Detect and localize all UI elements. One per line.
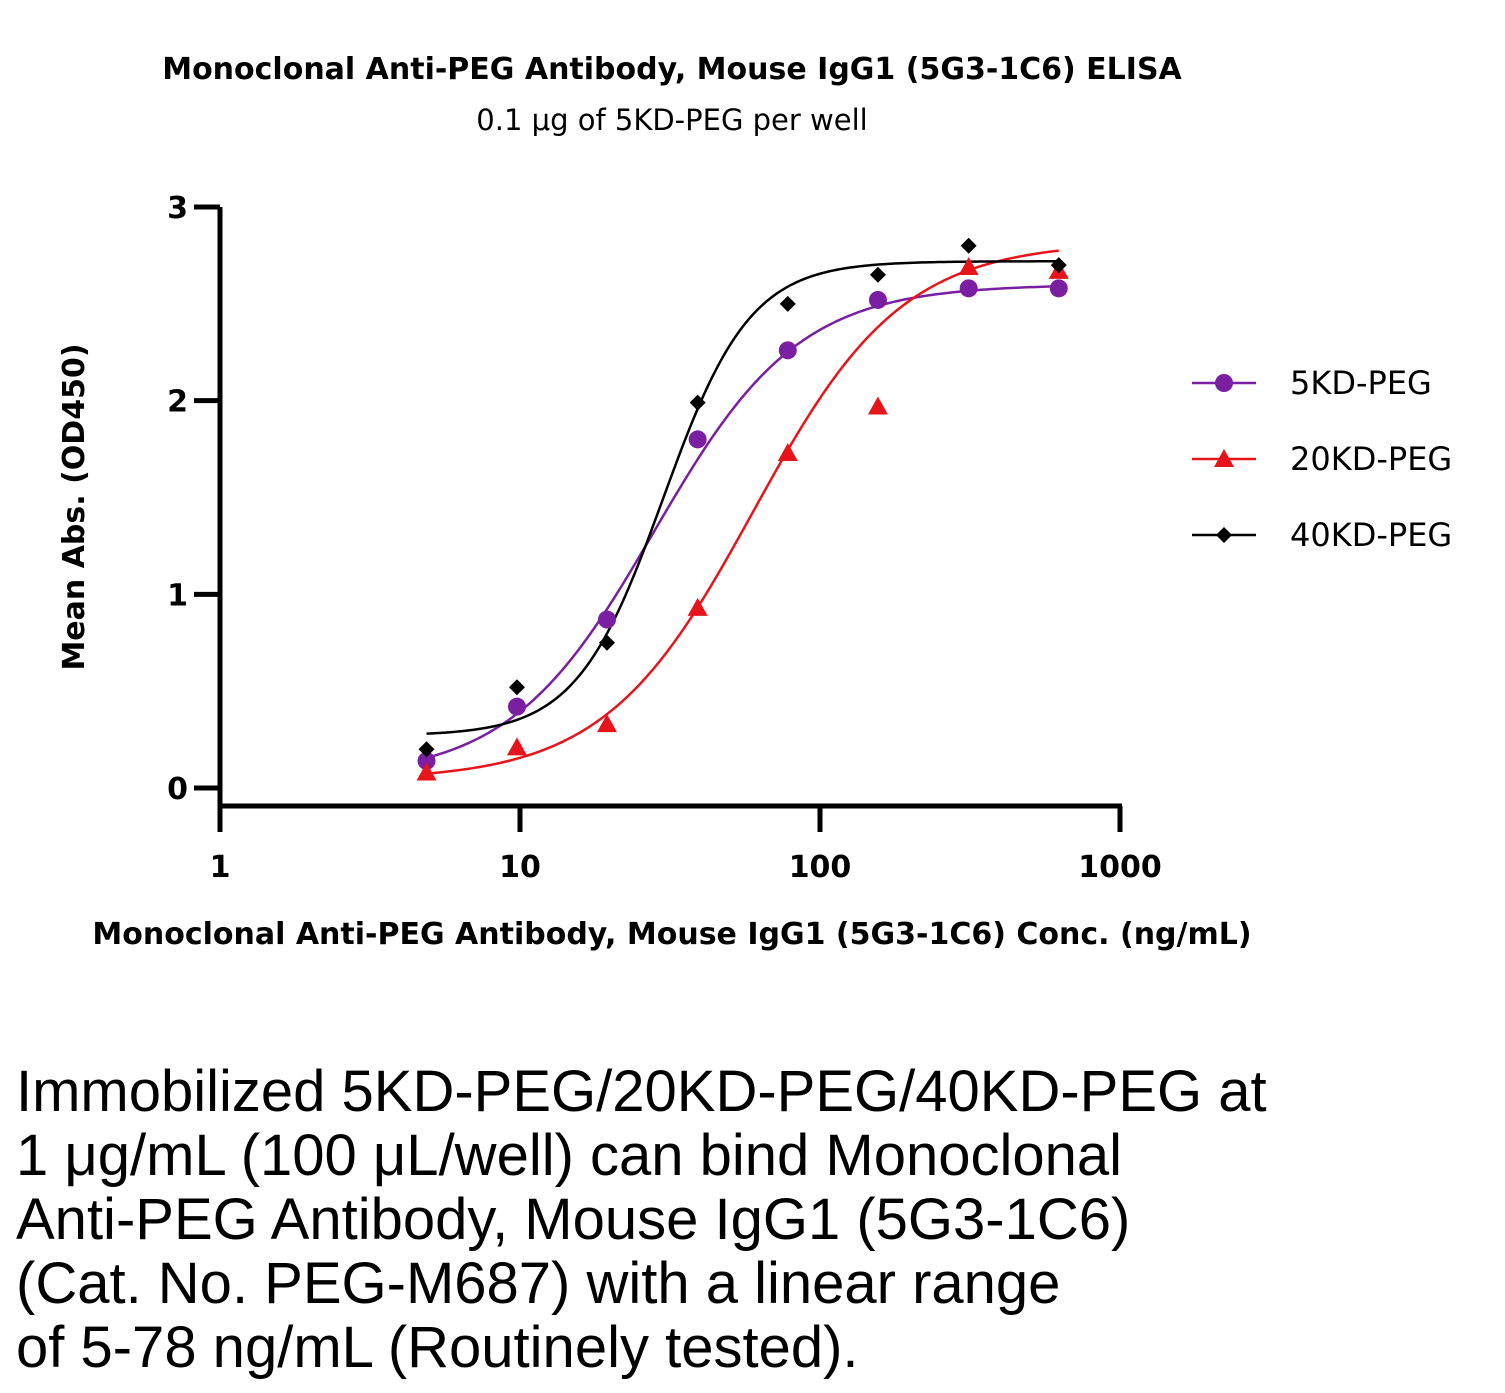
- data-point-40KD-PEG: [508, 679, 525, 696]
- x-tick-label: 1000: [1078, 850, 1162, 885]
- caption-text: Immobilized 5KD-PEG/20KD-PEG/40KD-PEG at…: [16, 1059, 1267, 1380]
- legend-marker: [1214, 449, 1234, 467]
- data-point-5KD-PEG: [507, 697, 526, 716]
- data-markers: [416, 237, 1069, 781]
- data-point-40KD-PEG: [689, 394, 706, 411]
- fit-curve-40KD-PEG: [426, 260, 1059, 735]
- data-point-20KD-PEG: [416, 762, 437, 781]
- data-point-40KD-PEG: [418, 741, 435, 758]
- data-point-40KD-PEG: [779, 295, 796, 312]
- data-point-40KD-PEG: [869, 266, 886, 283]
- data-point-40KD-PEG: [599, 634, 616, 651]
- y-axis-title: Mean Abs. (OD450): [57, 343, 92, 670]
- legend: 5KD-PEG 20KD-PEG 40KD-PEG: [1192, 364, 1452, 554]
- fit-curve-5KD-PEG: [426, 285, 1059, 760]
- legend-marker: [1215, 374, 1233, 392]
- y-tick-label: 2: [167, 385, 188, 420]
- data-point-20KD-PEG: [687, 597, 708, 616]
- y-tick-label: 3: [167, 191, 188, 226]
- data-point-5KD-PEG: [778, 341, 797, 360]
- chart-subtitle: 0.1 μg of 5KD-PEG per well: [476, 103, 867, 137]
- data-point-5KD-PEG: [598, 610, 617, 629]
- data-point-20KD-PEG: [958, 257, 979, 276]
- fit-curve-20KD-PEG: [426, 249, 1059, 775]
- data-point-5KD-PEG: [1049, 279, 1068, 298]
- data-point-40KD-PEG: [960, 237, 977, 254]
- x-tick-label: 100: [789, 850, 852, 885]
- x-tick-label: 1: [210, 850, 231, 885]
- data-point-20KD-PEG: [867, 396, 888, 415]
- data-point-5KD-PEG: [417, 751, 436, 770]
- legend-item: 40KD-PEG: [1192, 516, 1452, 554]
- data-point-20KD-PEG: [506, 737, 527, 756]
- chart-title: Monoclonal Anti-PEG Antibody, Mouse IgG1…: [162, 52, 1182, 87]
- legend-marker: [1216, 527, 1232, 543]
- data-point-20KD-PEG: [597, 714, 618, 733]
- data-point-20KD-PEG: [777, 442, 798, 461]
- elisa-chart: Monoclonal Anti-PEG Antibody, Mouse IgG1…: [57, 52, 1452, 952]
- fit-curves: [426, 249, 1059, 775]
- axes: 0 1 2 3 1 10 100 1000: [167, 191, 1162, 885]
- data-point-40KD-PEG: [1050, 257, 1067, 274]
- legend-label: 20KD-PEG: [1290, 440, 1452, 478]
- legend-label: 5KD-PEG: [1290, 364, 1432, 402]
- y-tick-label: 0: [167, 772, 188, 807]
- y-tick-label: 1: [167, 578, 188, 613]
- data-point-5KD-PEG: [959, 279, 978, 298]
- x-tick-label: 10: [499, 850, 541, 885]
- legend-item: 5KD-PEG: [1192, 364, 1432, 402]
- legend-label: 40KD-PEG: [1290, 516, 1452, 554]
- x-axis-title: Monoclonal Anti-PEG Antibody, Mouse IgG1…: [92, 917, 1251, 952]
- data-point-5KD-PEG: [868, 290, 887, 309]
- data-point-5KD-PEG: [688, 430, 707, 449]
- legend-item: 20KD-PEG: [1192, 440, 1452, 478]
